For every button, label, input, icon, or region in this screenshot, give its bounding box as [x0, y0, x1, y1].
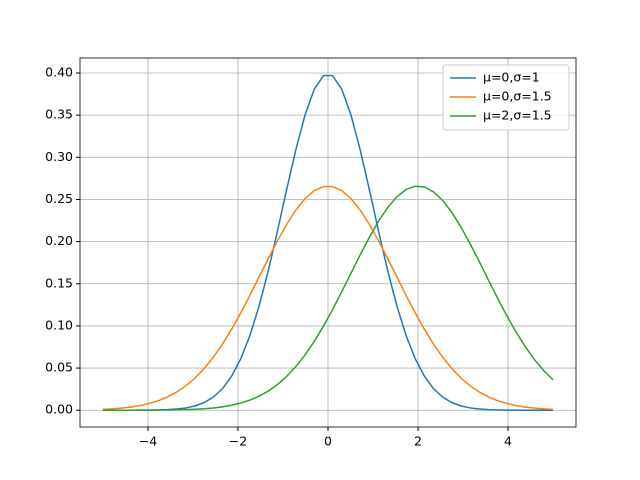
legend-label: μ=0,σ=1 — [483, 70, 540, 85]
y-tick-label: 0.40 — [45, 65, 73, 80]
x-tick-label: 2 — [414, 434, 422, 449]
axes-frame — [79, 57, 577, 428]
line-series — [102, 185, 554, 411]
x-tick-label: 0 — [324, 434, 332, 449]
legend-label: μ=2,σ=1.5 — [483, 108, 552, 123]
line-series — [102, 185, 554, 411]
y-tick-label: 0.20 — [45, 233, 73, 248]
x-tick-label: 4 — [504, 434, 512, 449]
y-tick-label: 0.05 — [45, 360, 73, 375]
legend-label: μ=0,σ=1.5 — [483, 89, 552, 104]
line-series — [102, 74, 554, 411]
y-tick-label: 0.00 — [45, 402, 73, 417]
y-tick-label: 0.30 — [45, 149, 73, 164]
y-tick-label: 0.10 — [45, 317, 73, 332]
x-tick-label: −4 — [139, 434, 157, 449]
y-tick-label: 0.35 — [45, 107, 73, 122]
y-tick-label: 0.15 — [45, 275, 73, 290]
y-tick-label: 0.25 — [45, 191, 73, 206]
legend-box — [442, 64, 570, 131]
x-tick-label: −2 — [229, 434, 247, 449]
